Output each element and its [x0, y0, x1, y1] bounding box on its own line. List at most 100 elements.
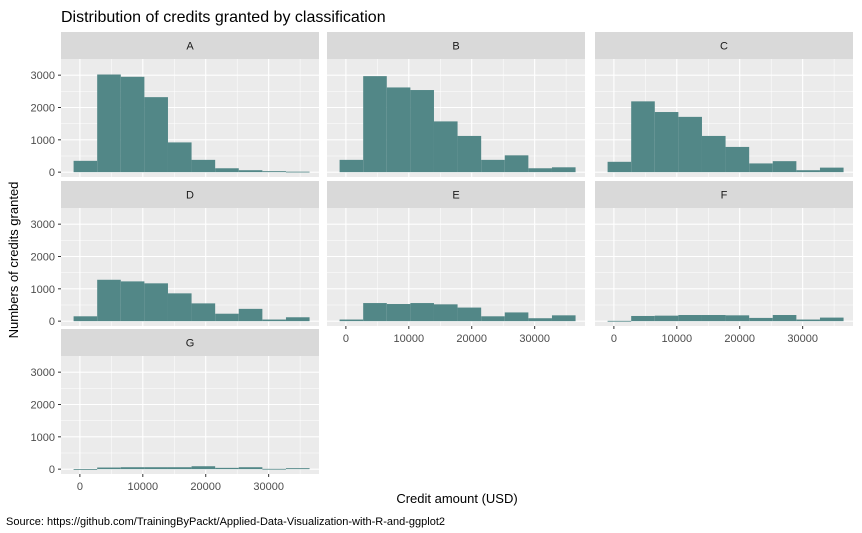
histogram-bar	[725, 146, 750, 173]
histogram-bar	[144, 283, 168, 322]
histogram-bar	[654, 112, 679, 173]
y-tick-label: 2000	[31, 251, 55, 263]
x-tick-label: 10000	[394, 333, 425, 345]
facet-strip-label: B	[452, 41, 459, 53]
x-tick-label: 20000	[456, 333, 487, 345]
histogram-bar	[120, 281, 145, 322]
histogram-bar	[678, 116, 702, 173]
histogram-bar	[725, 315, 750, 322]
histogram-bar	[796, 319, 820, 322]
histogram-bar	[796, 170, 820, 173]
y-tick-label: 1000	[31, 135, 55, 147]
histogram-bar	[262, 468, 286, 470]
facet-strip	[327, 32, 585, 59]
histogram-bar	[97, 74, 121, 173]
histogram-bar	[339, 319, 364, 322]
histogram-bar	[238, 308, 263, 322]
facet-strip	[61, 329, 319, 356]
facet-f: F 0 10000 20000 30000	[595, 181, 853, 345]
source-caption: Source: https://github.com/TrainingByPac…	[6, 516, 445, 528]
histogram-bar	[120, 76, 145, 173]
x-tick-label: 30000	[253, 481, 284, 493]
y-tick-label: 3000	[31, 70, 55, 82]
histogram-bar	[215, 313, 239, 322]
y-tick-label: 3000	[31, 367, 55, 379]
histogram-bar	[607, 161, 632, 173]
x-axis-title: Credit amount (USD)	[396, 491, 517, 506]
y-tick-label: 2000	[31, 399, 55, 411]
facet-d: D 0 1000 2000 3000	[31, 181, 319, 328]
histogram-bar	[433, 121, 458, 173]
histogram-bar	[631, 101, 655, 173]
chart-title: Distribution of credits granted by class…	[61, 9, 386, 26]
y-tick-label: 1000	[31, 432, 55, 444]
x-tick-label: 0	[77, 481, 83, 493]
y-tick-label: 2000	[31, 102, 55, 114]
histogram-bar	[551, 167, 576, 173]
histogram-bar	[73, 468, 98, 470]
y-tick-label: 1000	[31, 284, 55, 296]
histogram-bar	[528, 318, 552, 322]
histogram-bar	[215, 168, 239, 173]
histogram-bar	[285, 468, 310, 470]
histogram-bar	[167, 467, 192, 470]
facet-c: C	[595, 32, 853, 177]
facet-b: B	[327, 32, 585, 177]
histogram-bar	[262, 171, 286, 173]
x-tick-label: 10000	[662, 333, 693, 345]
histogram-bar	[167, 293, 192, 322]
histogram-bar	[285, 317, 310, 322]
histogram-bar	[410, 90, 434, 173]
histogram-bar	[262, 319, 286, 322]
x-tick-label: 30000	[787, 333, 818, 345]
histogram-bar	[73, 316, 98, 322]
facet-panel-background	[61, 356, 319, 474]
facet-strip	[61, 181, 319, 208]
histogram-bar	[481, 159, 505, 173]
histogram-bar	[97, 467, 121, 470]
histogram-bar	[363, 303, 387, 322]
y-axis-title: Numbers of credits granted	[6, 182, 21, 339]
histogram-bar	[97, 279, 121, 322]
y-tick-label: 0	[49, 464, 55, 476]
histogram-bar	[678, 315, 702, 322]
facet-strip	[595, 181, 853, 208]
histogram-bar	[457, 307, 482, 322]
histogram-bar	[238, 467, 263, 470]
facet-strip	[327, 181, 585, 208]
facet-strip-label: C	[720, 41, 728, 53]
x-tick-label: 0	[611, 333, 617, 345]
histogram-bar	[386, 304, 411, 322]
histogram-bar	[701, 135, 726, 173]
facet-a: A 0 1000 2000 3000	[31, 32, 319, 179]
histogram-bar	[215, 467, 239, 470]
x-tick-label: 10000	[128, 481, 159, 493]
histogram-bar	[285, 171, 310, 173]
histogram-bar	[144, 97, 168, 173]
facet-strip	[595, 32, 853, 59]
x-tick-label: 20000	[190, 481, 221, 493]
histogram-bar	[819, 317, 844, 322]
histogram-bar	[701, 315, 726, 322]
histogram-bar	[191, 303, 216, 322]
histogram-bar	[631, 315, 655, 322]
histogram-bar	[410, 303, 434, 322]
histogram-bar	[120, 467, 145, 470]
y-tick-label: 0	[49, 316, 55, 328]
histogram-bar	[528, 168, 552, 173]
histogram-bar	[772, 161, 797, 173]
histogram-bar	[167, 142, 192, 173]
histogram-bar	[191, 466, 216, 470]
histogram-bar	[749, 317, 773, 322]
facet-strip-label: F	[721, 190, 728, 202]
histogram-bar	[551, 315, 576, 322]
histogram-bar	[144, 467, 168, 470]
facet-strip	[61, 32, 319, 59]
histogram-bar	[386, 87, 411, 173]
histogram-bar	[433, 304, 458, 322]
facet-strip-label: A	[186, 41, 194, 53]
histogram-bar	[191, 159, 216, 173]
